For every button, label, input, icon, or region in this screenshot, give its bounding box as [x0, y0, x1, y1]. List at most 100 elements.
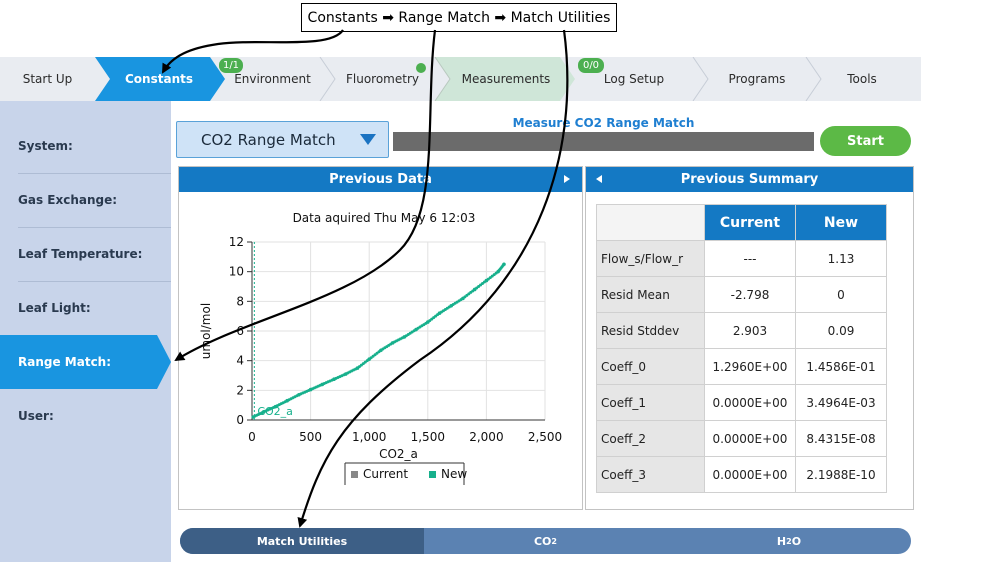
tab-start-up[interactable]: Start Up [22, 72, 73, 86]
y-tick-label: 6 [236, 324, 244, 338]
row-label: Resid Stddev [596, 312, 705, 349]
y-axis-label: umol/mol [199, 303, 213, 359]
sidebar-item-leaf-temperature[interactable]: Leaf Temperature: [0, 227, 171, 281]
x-tick-label: 1,000 [352, 430, 386, 444]
current-value: 1.2960E+00 [704, 348, 796, 385]
row-label: Coeff_2 [596, 420, 705, 457]
table-row: Coeff_1 0.0000E+00 3.4964E-03 [596, 384, 887, 421]
new-value: 2.1988E-10 [795, 456, 887, 493]
tab-tools[interactable]: Tools [847, 72, 877, 86]
tab-match-utilities[interactable]: Match Utilities [180, 528, 424, 554]
legend-swatch [351, 471, 358, 478]
current-value: 2.903 [704, 312, 796, 349]
x-tick-label: 2,500 [528, 430, 562, 444]
x-tick-label: 1,500 [411, 430, 445, 444]
table-row: Resid Stddev 2.903 0.09 [596, 312, 887, 349]
tab-label-subscript: 2 [551, 536, 557, 546]
tab-fluorometry[interactable]: Fluorometry [345, 72, 419, 86]
tab-label: Match Utilities [256, 534, 348, 548]
tab-label: H [776, 534, 787, 548]
y-tick-label: 2 [236, 383, 244, 397]
header-blank [596, 204, 705, 241]
sidebar-item-label: Leaf Light: [18, 301, 91, 315]
current-value: -2.798 [704, 276, 796, 313]
y-tick-label: 0 [236, 413, 244, 427]
x-tick-label: 500 [299, 430, 322, 444]
sidebar-item-label: User: [18, 409, 54, 423]
chevron-down-icon [360, 134, 376, 145]
annotation-callout: Constants ➡ Range Match ➡ Match Utilitie… [301, 3, 617, 32]
sidebar-item-label: Leaf Temperature: [18, 247, 143, 261]
sidebar-item-leaf-light[interactable]: Leaf Light: [0, 281, 171, 335]
new-value: 1.4586E-01 [795, 348, 887, 385]
table-row: Flow_s/Flow_r --- 1.13 [596, 240, 887, 277]
data-point [502, 262, 506, 267]
current-value: 0.0000E+00 [704, 420, 796, 457]
log-setup-badge: 0/0 [578, 58, 604, 73]
tab-label-suffix: O [791, 534, 802, 548]
top-nav: Start Up Constants Environment 1/1 Fluor… [0, 57, 921, 101]
x-tick-label: 2,000 [469, 430, 503, 444]
point-annotation: CO2_a [257, 405, 293, 418]
tab-label: CO [533, 534, 552, 548]
previous-data-panel: Previous Data Data aquired Thu May 6 12:… [178, 166, 583, 510]
row-label: Flow_s/Flow_r [596, 240, 705, 277]
tab-log-setup[interactable]: Log Setup [603, 72, 665, 86]
tab-constants[interactable]: Constants [125, 72, 193, 86]
fluorometry-status-dot [416, 63, 426, 73]
new-value: 0 [795, 276, 887, 313]
new-value: 8.4315E-08 [795, 420, 887, 457]
new-value: 3.4964E-03 [795, 384, 887, 421]
table-row: Coeff_3 0.0000E+00 2.1988E-10 [596, 456, 887, 493]
y-tick-label: 8 [236, 294, 244, 308]
row-label: Resid Mean [596, 276, 705, 313]
panel-title: Previous Summary [680, 172, 819, 187]
sidebar-item-system[interactable]: System: [0, 119, 171, 173]
panel-header: Previous Summary [586, 167, 913, 192]
collapse-right-icon[interactable] [564, 175, 570, 183]
new-value: 1.13 [795, 240, 887, 277]
sidebar-item-label: Range Match: [18, 355, 112, 369]
x-axis-label: CO2_a [379, 447, 418, 461]
sidebar-item-label: Gas Exchange: [18, 193, 118, 207]
summary-table: Current New Flow_s/Flow_r --- 1.13 Resid M… [596, 204, 887, 493]
sidebar-item-gas-exchange[interactable]: Gas Exchange: [0, 173, 171, 227]
tab-measurements[interactable]: Measurements [461, 72, 551, 86]
sidebar-item-label: System: [18, 139, 73, 153]
collapse-left-icon[interactable] [596, 175, 602, 183]
sidebar-item-user[interactable]: User: [0, 389, 171, 443]
table-header-row: Current New [596, 204, 887, 241]
divider [18, 281, 171, 282]
sidebar-item-range-match[interactable]: Range Match: [0, 335, 157, 389]
current-value: 0.0000E+00 [704, 456, 796, 493]
y-tick-label: 4 [236, 354, 244, 368]
tab-label-subscript: 2 [786, 536, 792, 546]
panel-header: Previous Data [179, 167, 582, 192]
table-row: Coeff_2 0.0000E+00 8.4315E-08 [596, 420, 887, 457]
row-label: Coeff_1 [596, 384, 705, 421]
previous-summary-panel: Previous Summary Current New Flow_s/Flow… [585, 166, 914, 510]
column-header-current: Current [704, 204, 796, 241]
new-value: 0.09 [795, 312, 887, 349]
start-button[interactable]: Start [820, 126, 911, 156]
divider [18, 173, 171, 174]
x-tick-label: 0 [248, 430, 256, 444]
column-header-new: New [795, 204, 887, 241]
current-value: 0.0000E+00 [704, 384, 796, 421]
scatter-chart: 0 500 1,000 1,500 2,000 2,500 0 2 4 6 8 10 12 CO2_a um… [199, 235, 562, 485]
y-tick-label: 12 [229, 235, 244, 249]
y-tick-label: 10 [229, 265, 244, 279]
environment-badge: 1/1 [219, 58, 243, 73]
table-row: Coeff_0 1.2960E+00 1.4586E-01 [596, 348, 887, 385]
tab-co2[interactable]: CO 2 [424, 528, 667, 554]
measurement-type-select[interactable]: CO2 Range Match [176, 121, 389, 158]
sidebar: System: Gas Exchange: Leaf Temperature: … [0, 101, 171, 562]
current-value: --- [704, 240, 796, 277]
tab-programs[interactable]: Programs [728, 72, 786, 86]
legend-label: New [441, 467, 467, 481]
active-pointer [157, 335, 171, 389]
measure-title: Measure CO2 Range Match [512, 116, 695, 130]
